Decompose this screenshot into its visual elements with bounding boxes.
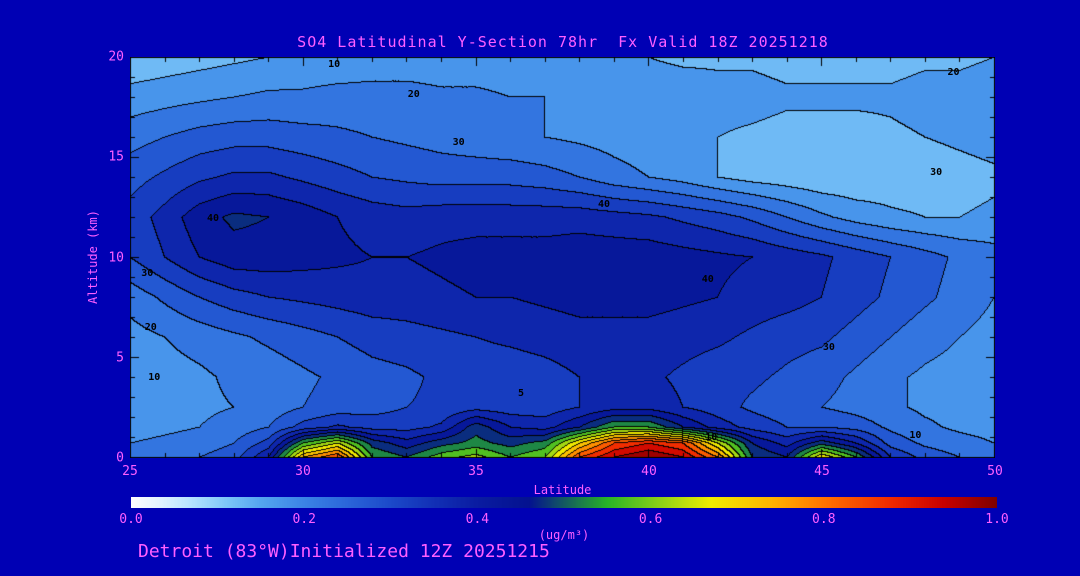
x-tick-label: 50	[987, 464, 1003, 479]
contour-label: 10	[909, 429, 922, 441]
contour-label: 40	[597, 199, 611, 211]
contour-label: 40	[701, 273, 714, 285]
colorbar-tick-label: 0.2	[292, 512, 316, 527]
footer-text: Detroit (83°W)Initialized 12Z 20251215	[138, 541, 550, 562]
y-tick-label: 20	[108, 49, 124, 65]
colorbar-tick-label: 0.4	[465, 512, 490, 527]
contour-label: 30	[141, 267, 154, 279]
x-tick-label: 40	[641, 464, 657, 479]
x-tick-label: 35	[468, 464, 484, 479]
colorbar-tick-label: 0.8	[812, 512, 836, 527]
contour-label: 10	[328, 59, 341, 71]
x-axis-tick-labels: 25 30 35 40 45 50	[122, 464, 1003, 480]
contour-label: 10	[705, 431, 718, 443]
colorbar	[131, 497, 997, 508]
colorbar-tick-label: 0.6	[638, 512, 663, 527]
contour-label: 20	[144, 321, 157, 333]
contour-label: 20	[407, 89, 420, 101]
y-tick-label: 0	[116, 450, 124, 466]
plot-title: SO4 Latitudinal Y-Section 78hr Fx Valid …	[297, 33, 829, 51]
x-tick-label: 45	[814, 464, 830, 479]
contour-label: 30	[930, 167, 943, 179]
colorbar-tick-label: 0.0	[119, 512, 143, 527]
contour-label: 40	[207, 213, 220, 225]
colorbar-unit-label: (ug/m³)	[538, 528, 590, 542]
contour-label: 30	[452, 137, 465, 149]
cross-section-plot: 10 20 30 40 30 20 10 40 40 30 20 30 10 10 5	[130, 57, 995, 458]
contour-label: 30	[822, 341, 835, 353]
contour-labels-layer: 10 20 30 40 30 20 10 40 40 30 20 30 10 10 5	[130, 57, 995, 458]
x-axis-label: Latitude	[533, 483, 592, 497]
cross-section-canvas	[130, 57, 995, 458]
colorbar-tick-label: 1.0	[985, 512, 1009, 527]
x-tick-label: 30	[295, 464, 311, 479]
y-axis-tick-labels: 20 15 10 5 0	[96, 50, 124, 466]
colorbar-tick-labels: 0.0 0.2 0.4 0.6 0.8 1.0	[119, 512, 1008, 528]
colorbar-gradient	[131, 497, 997, 508]
y-tick-label: 5	[116, 350, 124, 366]
contour-label: 5	[517, 387, 524, 399]
contour-label: 20	[947, 67, 960, 79]
x-tick-label: 25	[122, 464, 138, 479]
y-tick-label: 15	[108, 149, 124, 165]
contour-label: 10	[148, 371, 161, 383]
y-tick-label: 10	[108, 250, 124, 265]
